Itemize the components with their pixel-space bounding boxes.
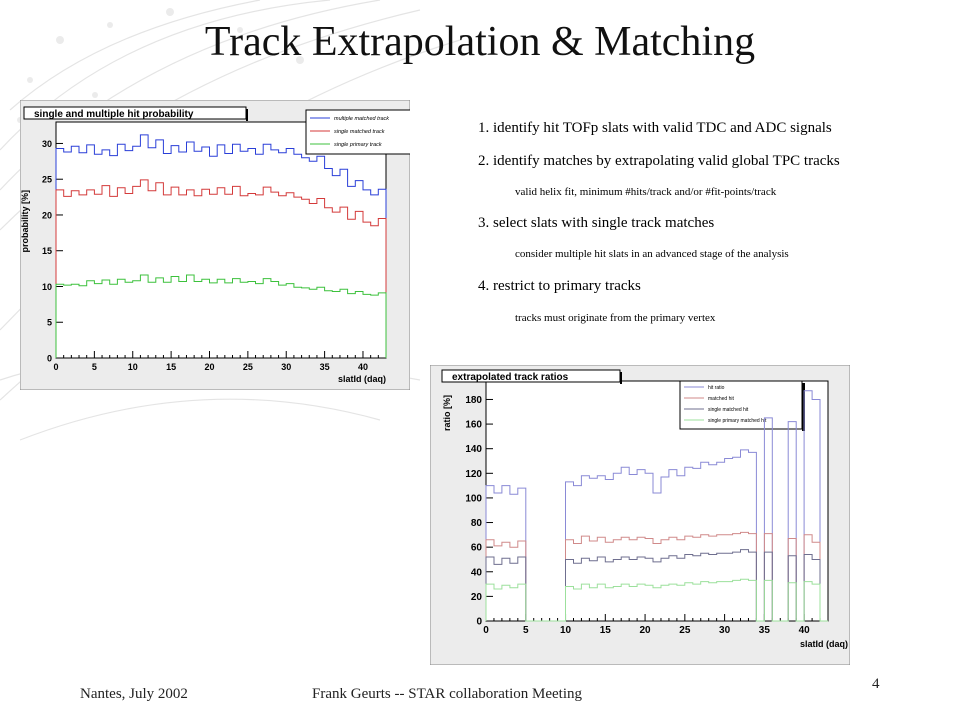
x-tick-label: 25	[679, 625, 691, 636]
y-tick-label: 140	[465, 444, 482, 455]
x-tick-label: 35	[320, 362, 330, 372]
y-tick-label: 5	[47, 318, 52, 328]
series-line	[55, 274, 387, 358]
y-tick-label: 15	[42, 246, 52, 256]
x-tick-label: 10	[128, 362, 138, 372]
series-line	[55, 179, 387, 358]
y-tick-label: 60	[471, 543, 483, 554]
x-tick-label: 20	[640, 625, 652, 636]
y-tick-label: 80	[471, 518, 483, 529]
y-tick-label: 10	[42, 282, 52, 292]
legend-label: single primary track	[334, 142, 382, 148]
legend-label: single primary matched hit	[708, 418, 767, 424]
x-tick-label: 30	[281, 362, 291, 372]
x-tick-label: 15	[166, 362, 176, 372]
footer-left: Nantes, July 2002	[80, 686, 188, 702]
probability-chart: single and multiple hit probability mult…	[20, 100, 410, 390]
x-tick-label: 35	[759, 625, 771, 636]
legend-label: single matched track	[334, 129, 385, 135]
page-number: 4	[872, 676, 880, 692]
ratio-chart: extrapolated track ratios hit ratio matc…	[430, 365, 850, 665]
legend-label: single matched hit	[708, 407, 749, 413]
series-line	[485, 578, 828, 622]
y-tick-label: 40	[471, 567, 483, 578]
legend-label: matched hit	[708, 396, 734, 402]
y-tick-label: 0	[476, 617, 482, 628]
chart-legend: multiple matched track single matched tr…	[305, 109, 410, 155]
bullet-4: 4. restrict to primary tracks	[478, 278, 641, 294]
y-tick-label: 100	[465, 493, 482, 504]
chart-title-box: single and multiple hit probability	[23, 106, 248, 121]
x-tick-label: 25	[243, 362, 253, 372]
legend-label: hit ratio	[708, 385, 725, 391]
y-tick-label: 20	[42, 210, 52, 220]
y-axis-label: ratio [%]	[442, 395, 452, 431]
chart-title: single and multiple hit probability	[34, 109, 194, 120]
y-tick-label: 0	[47, 354, 52, 364]
y-tick-label: 25	[42, 175, 52, 185]
bullet-4-detail: tracks must originate from the primary v…	[515, 312, 716, 324]
x-tick-label: 5	[92, 362, 97, 372]
y-tick-label: 30	[42, 139, 52, 149]
y-tick-label: 20	[471, 592, 483, 603]
bullet-2: 2. identify matches by extrapolating val…	[478, 153, 840, 169]
slide-title: Track Extrapolation & Matching	[204, 19, 756, 65]
chart-title-box: extrapolated track ratios	[441, 369, 622, 384]
chart-legend: hit ratio matched hit single matched hit…	[679, 380, 805, 431]
bullet-3-detail: consider multiple hit slats in an advanc…	[515, 248, 789, 260]
y-tick-label: 120	[465, 469, 482, 480]
x-tick-label: 20	[204, 362, 214, 372]
x-tick-label: 30	[719, 625, 731, 636]
y-tick-label: 180	[465, 395, 482, 406]
x-tick-label: 0	[483, 625, 489, 636]
chart-title: extrapolated track ratios	[452, 372, 569, 383]
bullet-2-detail: valid helix fit, minimum #hits/track and…	[515, 186, 777, 198]
x-tick-label: 0	[53, 362, 58, 372]
footer-center: Frank Geurts -- STAR collaboration Meeti…	[312, 686, 582, 702]
x-axis-label: slatId (daq)	[338, 374, 386, 384]
legend-label: multiple matched track	[334, 116, 389, 122]
x-tick-label: 15	[600, 625, 612, 636]
x-tick-label: 40	[358, 362, 368, 372]
bullet-3: 3. select slats with single track matche…	[478, 215, 715, 231]
y-axis-label: probability [%]	[20, 190, 30, 253]
series-line	[55, 134, 387, 358]
bullet-1: 1. identify hit TOFp slats with valid TD…	[478, 120, 832, 136]
x-axis-label: slatId (daq)	[800, 639, 848, 649]
x-tick-label: 40	[799, 625, 811, 636]
x-tick-label: 5	[523, 625, 529, 636]
y-tick-label: 160	[465, 420, 482, 431]
x-tick-label: 10	[560, 625, 572, 636]
